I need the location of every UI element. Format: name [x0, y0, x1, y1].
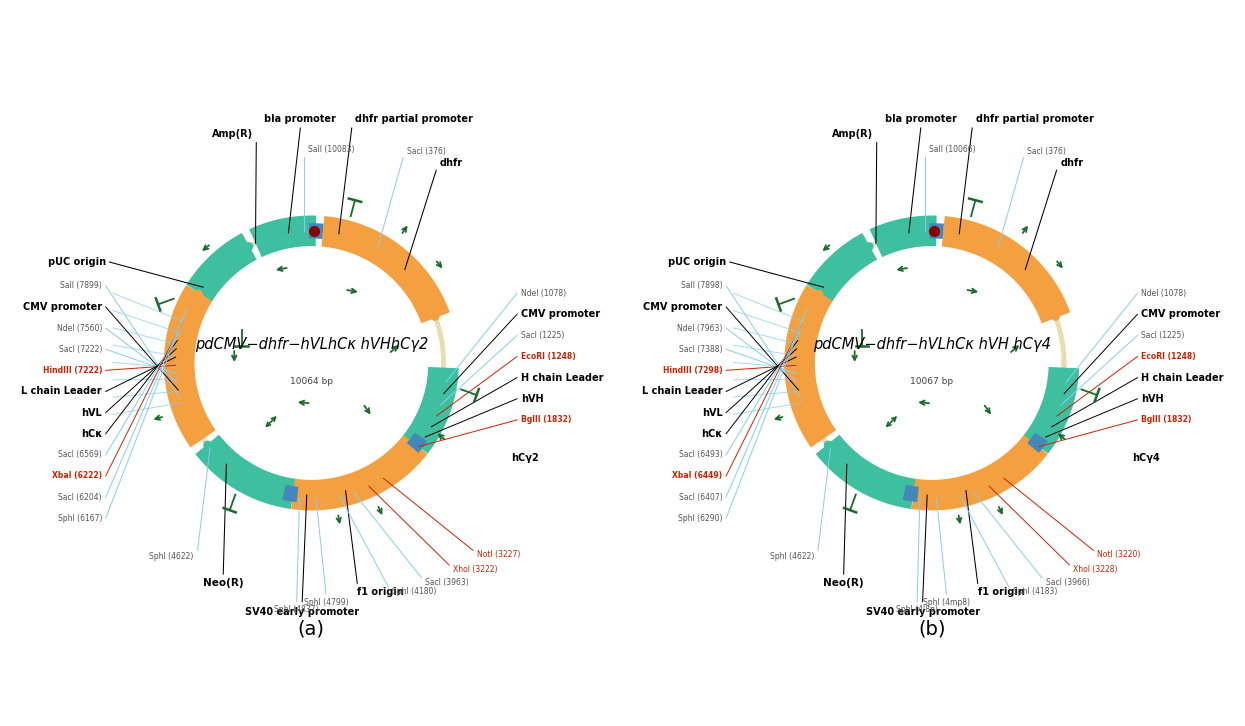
- Text: pUC origin: pUC origin: [47, 257, 106, 267]
- Text: SphI (4799): SphI (4799): [304, 598, 349, 607]
- Text: dhfr: dhfr: [439, 158, 463, 168]
- Text: SacI (7388): SacI (7388): [679, 345, 722, 354]
- Text: SacI (6569): SacI (6569): [59, 450, 102, 460]
- Text: XbaI (6222): XbaI (6222): [52, 471, 102, 481]
- Text: Neo(R): Neo(R): [203, 578, 244, 588]
- Text: SalI (10083): SalI (10083): [308, 144, 355, 154]
- Text: SacI (376): SacI (376): [407, 147, 446, 155]
- Text: SphI (4l8p): SphI (4l8p): [896, 605, 937, 614]
- Text: f1 origin: f1 origin: [977, 587, 1025, 597]
- Text: NdeI (7560): NdeI (7560): [57, 324, 102, 333]
- Text: hVH: hVH: [520, 393, 543, 404]
- Text: SacI (3963): SacI (3963): [426, 578, 469, 587]
- Text: SacI (376): SacI (376): [1027, 147, 1066, 155]
- Text: XbaI (6449): XbaI (6449): [672, 471, 722, 481]
- Text: SacI (1225): SacI (1225): [520, 331, 564, 340]
- Text: 10067 bp: 10067 bp: [910, 377, 954, 386]
- Text: Amp(R): Amp(R): [832, 129, 873, 139]
- Text: pdCMV−dhfr−hVLhCκ hVH hCγ4: pdCMV−dhfr−hVLhCκ hVH hCγ4: [813, 337, 1051, 352]
- Text: SV40 early promoter: SV40 early promoter: [245, 607, 360, 617]
- Text: SphI (6290): SphI (6290): [679, 513, 722, 523]
- Text: hVH: hVH: [1142, 393, 1164, 404]
- Text: CMV promoter: CMV promoter: [22, 302, 102, 312]
- Text: EcoRI (1248): EcoRI (1248): [1142, 352, 1195, 361]
- Text: SacI (6204): SacI (6204): [59, 492, 102, 502]
- Text: HindIII (7222): HindIII (7222): [42, 366, 102, 375]
- Text: SacI (3966): SacI (3966): [1046, 578, 1089, 587]
- Text: CMV promoter: CMV promoter: [1142, 309, 1220, 319]
- Text: SphI (4183): SphI (4183): [1012, 587, 1057, 596]
- Text: L chain Leader: L chain Leader: [21, 386, 102, 396]
- Text: hVL: hVL: [702, 407, 722, 417]
- Text: NotI (3227): NotI (3227): [477, 550, 520, 559]
- Text: SphI (4622): SphI (4622): [769, 552, 814, 561]
- Text: NdeI (7963): NdeI (7963): [677, 324, 722, 333]
- Text: SalI (7899): SalI (7899): [60, 282, 102, 290]
- Text: Neo(R): Neo(R): [823, 578, 864, 588]
- Text: (a): (a): [298, 620, 325, 639]
- Text: dhfr partial promoter: dhfr partial promoter: [976, 114, 1093, 124]
- Text: hVL: hVL: [81, 407, 102, 417]
- Text: pdCMV−dhfr−hVLhCκ hVHhCγ2: pdCMV−dhfr−hVLhCκ hVHhCγ2: [194, 337, 428, 352]
- Text: EcoRI (1248): EcoRI (1248): [520, 352, 575, 361]
- Text: SalI (10066): SalI (10066): [929, 144, 975, 154]
- Text: L chain Leader: L chain Leader: [642, 386, 722, 396]
- Text: hCγ4: hCγ4: [1132, 454, 1159, 463]
- Text: bla promoter: bla promoter: [264, 114, 336, 124]
- Text: Amp(R): Amp(R): [212, 129, 253, 139]
- Text: HindIII (7298): HindIII (7298): [662, 366, 722, 375]
- Text: pUC origin: pUC origin: [669, 257, 726, 267]
- Text: SV40 early promoter: SV40 early promoter: [865, 607, 980, 617]
- Text: SacI (6493): SacI (6493): [679, 450, 722, 460]
- Text: SacI (7222): SacI (7222): [59, 345, 102, 354]
- Text: bla promoter: bla promoter: [885, 114, 956, 124]
- Text: dhfr partial promoter: dhfr partial promoter: [355, 114, 473, 124]
- Text: SphI (4837): SphI (4837): [274, 605, 319, 614]
- Text: SacI (6407): SacI (6407): [679, 492, 722, 502]
- Text: CMV promoter: CMV promoter: [644, 302, 722, 312]
- Text: dhfr: dhfr: [1061, 158, 1083, 168]
- Text: H chain Leader: H chain Leader: [1142, 372, 1224, 383]
- Text: hCκ: hCκ: [81, 428, 102, 439]
- Text: SphI (4180): SphI (4180): [392, 587, 437, 596]
- Text: NotI (3220): NotI (3220): [1097, 550, 1140, 559]
- Text: (b): (b): [918, 620, 945, 639]
- Text: BglII (1832): BglII (1832): [1142, 415, 1191, 425]
- Text: CMV promoter: CMV promoter: [520, 309, 600, 319]
- Text: H chain Leader: H chain Leader: [520, 372, 603, 383]
- Text: NdeI (1078): NdeI (1078): [520, 289, 565, 298]
- Text: SacI (1225): SacI (1225): [1142, 331, 1184, 340]
- Text: 10064 bp: 10064 bp: [290, 377, 332, 386]
- Text: SphI (4mp8): SphI (4mp8): [923, 598, 970, 607]
- Text: SphI (4622): SphI (4622): [149, 552, 194, 561]
- Text: hCγ2: hCγ2: [512, 454, 539, 463]
- Text: SalI (7898): SalI (7898): [681, 282, 722, 290]
- Text: XhoI (3222): XhoI (3222): [453, 565, 497, 574]
- Text: SphI (6167): SphI (6167): [57, 513, 102, 523]
- Text: NdeI (1078): NdeI (1078): [1142, 289, 1186, 298]
- Text: BglII (1832): BglII (1832): [520, 415, 571, 425]
- Text: XhoI (3228): XhoI (3228): [1073, 565, 1118, 574]
- Text: hCκ: hCκ: [701, 428, 722, 439]
- Text: f1 origin: f1 origin: [357, 587, 405, 597]
